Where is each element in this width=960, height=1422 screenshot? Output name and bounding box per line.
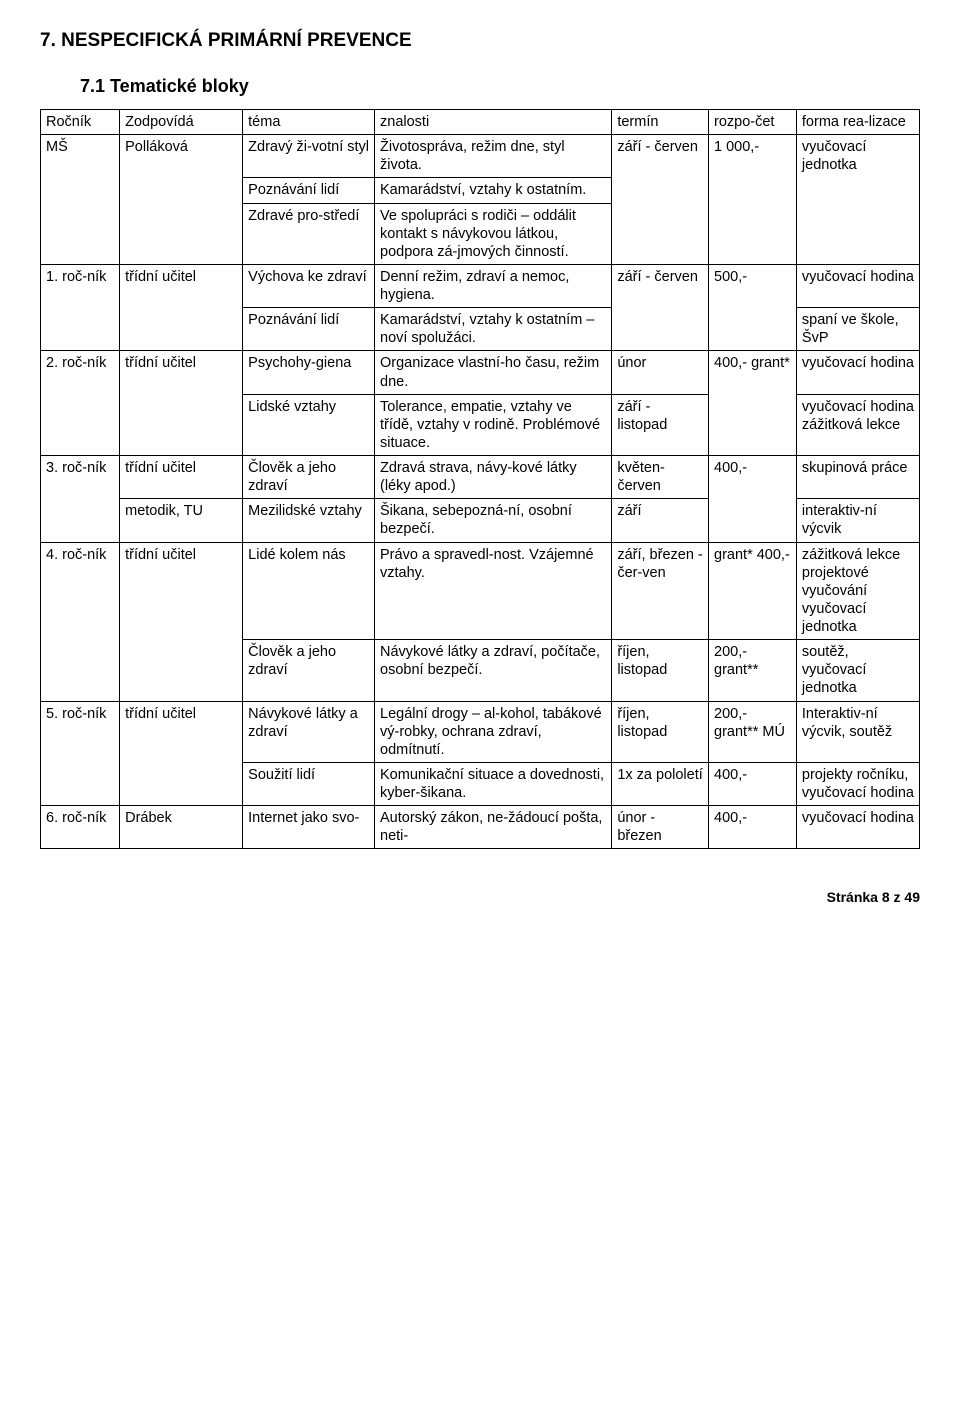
page-footer: Stránka 8 z 49 [40,889,920,905]
cell-rozp: 200,- grant** MÚ [709,701,797,762]
cell-termin: září - listopad [612,394,709,455]
cell-termin: únor - březen [612,806,709,849]
cell-rozp: grant* 400,- [709,542,797,640]
cell-tema: Lidské vztahy [243,394,375,455]
cell-rocnik: 5. roč-ník [41,701,120,806]
cell-zodp: třídní učitel [120,456,243,499]
cell-termin: září, březen - čer-ven [612,542,709,640]
table-header-row: Ročník Zodpovídá téma znalosti termín ro… [41,110,920,135]
cell-znalosti: Denní režim, zdraví a nemoc, hygiena. [375,264,612,307]
cell-rozp: 400,- [709,806,797,849]
cell-forma: zážitková lekce projektové vyučování vyu… [796,542,919,640]
col-rozpocet: rozpo-čet [709,110,797,135]
cell-zodp: třídní učitel [120,264,243,351]
cell-rocnik: 2. roč-ník [41,351,120,456]
table-row: 4. roč-ník třídní učitel Lidé kolem nás … [41,542,920,640]
cell-znalosti: Životospráva, režim dne, styl života. [375,135,612,178]
cell-zodp: metodik, TU [120,499,243,542]
cell-znalosti: Organizace vlastní-ho času, režim dne. [375,351,612,394]
cell-forma: skupinová práce [796,456,919,499]
cell-termin: květen- červen [612,456,709,499]
cell-termin: září [612,499,709,542]
cell-znalosti: Kamarádství, vztahy k ostatním – noví sp… [375,308,612,351]
cell-forma: Interaktiv-ní výcvik, soutěž [796,701,919,762]
cell-tema: Poznávání lidí [243,308,375,351]
col-termin: termín [612,110,709,135]
cell-termin: 1x za pololetí [612,762,709,805]
cell-rocnik: 3. roč-ník [41,456,120,543]
cell-termin: září - červen [612,135,709,265]
cell-tema: Člověk a jeho zdraví [243,640,375,701]
cell-znalosti: Návykové látky a zdraví, počítače, osobn… [375,640,612,701]
section-heading: 7. NESPECIFICKÁ PRIMÁRNÍ PREVENCE [40,30,920,52]
cell-rozp: 200,- grant** [709,640,797,701]
cell-zodp: Drábek [120,806,243,849]
cell-tema: Návykové látky a zdraví [243,701,375,762]
cell-tema: Internet jako svo- [243,806,375,849]
table-row: 6. roč-ník Drábek Internet jako svo- Aut… [41,806,920,849]
col-rocnik: Ročník [41,110,120,135]
table-row: MŠ Polláková Zdravý ži-votní styl Životo… [41,135,920,178]
cell-tema: Zdravé pro-středí [243,203,375,264]
cell-forma: interaktiv-ní výcvik [796,499,919,542]
cell-forma: vyučovací hodina [796,806,919,849]
col-forma: forma rea-lizace [796,110,919,135]
cell-znalosti: Komunikační situace a dovednosti, kyber-… [375,762,612,805]
cell-rocnik: 4. roč-ník [41,542,120,701]
cell-znalosti: Ve spolupráci s rodiči – oddálit kontakt… [375,203,612,264]
cell-rocnik: 1. roč-ník [41,264,120,351]
cell-tema: Poznávání lidí [243,178,375,203]
table-row: 5. roč-ník třídní učitel Návykové látky … [41,701,920,762]
cell-znalosti: Šikana, sebepozná-ní, osobní bezpečí. [375,499,612,542]
subsection-heading: 7.1 Tematické bloky [40,76,920,97]
cell-znalosti: Tolerance, empatie, vztahy ve třídě, vzt… [375,394,612,455]
cell-forma: projekty ročníku, vyučovací hodina [796,762,919,805]
table-row: 2. roč-ník třídní učitel Psychohy-giena … [41,351,920,394]
cell-tema: Člověk a jeho zdraví [243,456,375,499]
table-row: 1. roč-ník třídní učitel Výchova ke zdra… [41,264,920,307]
cell-zodp: třídní učitel [120,542,243,701]
cell-tema: Lidé kolem nás [243,542,375,640]
cell-tema: Psychohy-giena [243,351,375,394]
cell-rozp: 400,- [709,456,797,543]
cell-tema: Soužití lidí [243,762,375,805]
cell-forma: soutěž, vyučovací jednotka [796,640,919,701]
cell-zodp: třídní učitel [120,701,243,806]
cell-termin: září - červen [612,264,709,351]
cell-tema: Zdravý ži-votní styl [243,135,375,178]
table-row: 3. roč-ník třídní učitel Člověk a jeho z… [41,456,920,499]
cell-rozp: 1 000,- [709,135,797,265]
curriculum-table: Ročník Zodpovídá téma znalosti termín ro… [40,109,920,849]
cell-znalosti: Zdravá strava, návy-kové látky (léky apo… [375,456,612,499]
cell-forma: spaní ve škole, ŠvP [796,308,919,351]
cell-znalosti: Autorský zákon, ne-žádoucí pošta, neti- [375,806,612,849]
cell-znalosti: Legální drogy – al-kohol, tabákové vý-ro… [375,701,612,762]
cell-znalosti: Právo a spravedl-nost. Vzájemné vztahy. [375,542,612,640]
col-tema: téma [243,110,375,135]
cell-forma: vyučovací hodina [796,264,919,307]
cell-forma: vyučovací jednotka [796,135,919,265]
cell-znalosti: Kamarádství, vztahy k ostatním. [375,178,612,203]
cell-rozp: 500,- [709,264,797,351]
cell-zodp: Polláková [120,135,243,265]
cell-forma: vyučovací hodina zážitková lekce [796,394,919,455]
cell-termin: říjen, listopad [612,701,709,762]
cell-rozp: 400,- [709,762,797,805]
col-znalosti: znalosti [375,110,612,135]
cell-tema: Mezilidské vztahy [243,499,375,542]
cell-forma: vyučovací hodina [796,351,919,394]
cell-rocnik: MŠ [41,135,120,265]
cell-tema: Výchova ke zdraví [243,264,375,307]
cell-rozp: 400,- grant* [709,351,797,456]
cell-zodp: třídní učitel [120,351,243,456]
cell-rocnik: 6. roč-ník [41,806,120,849]
cell-termin: únor [612,351,709,394]
col-zodpovida: Zodpovídá [120,110,243,135]
cell-termin: říjen, listopad [612,640,709,701]
